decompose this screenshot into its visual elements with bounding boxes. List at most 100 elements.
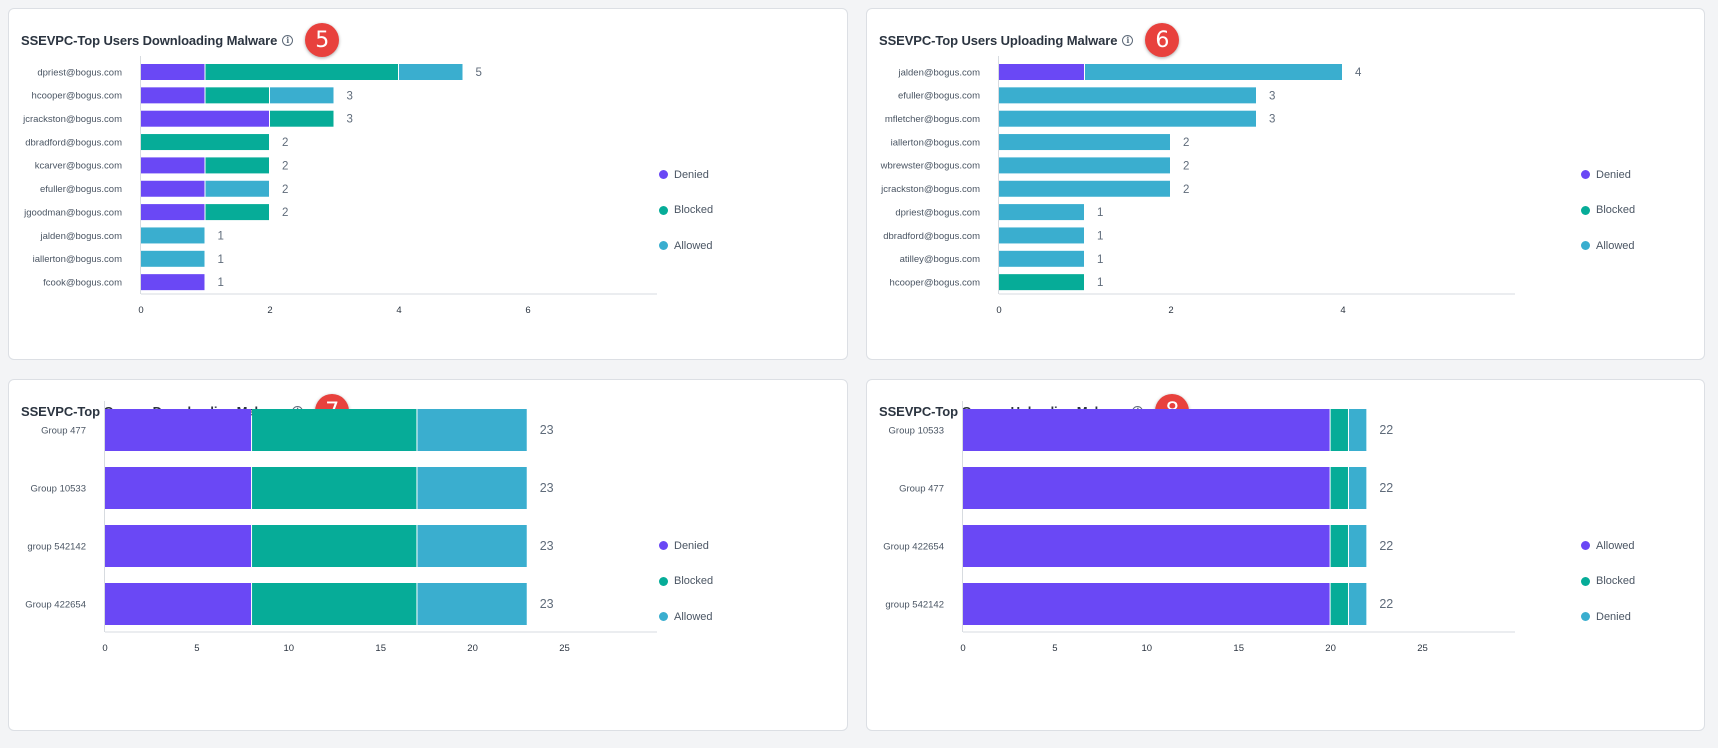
- bar-segment-denied[interactable]: [141, 157, 205, 174]
- bar-segment-blocked[interactable]: [252, 583, 417, 625]
- bar-segment-allowed[interactable]: [963, 525, 1330, 567]
- x-tick-label: 10: [1142, 643, 1153, 654]
- bar-segment-allowed[interactable]: [999, 227, 1084, 244]
- bar-segment-denied[interactable]: [105, 409, 252, 451]
- data-label: 3: [347, 90, 353, 102]
- bar-segment-allowed[interactable]: [999, 110, 1256, 127]
- legend-item-denied[interactable]: Denied: [1581, 157, 1635, 193]
- bar-segment-blocked[interactable]: [1330, 409, 1348, 451]
- data-label: 2: [1183, 137, 1189, 149]
- info-icon[interactable]: i: [1122, 34, 1134, 46]
- legend-label: Allowed: [1596, 239, 1635, 252]
- bar-segment-blocked[interactable]: [205, 64, 399, 80]
- bar-segment-allowed[interactable]: [417, 467, 527, 509]
- bar-segment-denied[interactable]: [141, 204, 205, 221]
- bar-segment-blocked[interactable]: [1330, 467, 1348, 509]
- bar-segment-blocked[interactable]: [999, 274, 1084, 291]
- bar-segment-allowed[interactable]: [417, 409, 527, 451]
- legend-item-blocked[interactable]: Blocked: [659, 193, 713, 229]
- legend-item-allowed[interactable]: Allowed: [1581, 528, 1635, 564]
- category-label: group 542142: [27, 541, 86, 552]
- legend-item-denied[interactable]: Denied: [1581, 599, 1635, 635]
- bar-segment-allowed[interactable]: [963, 583, 1330, 625]
- legend-label: Allowed: [674, 239, 713, 252]
- bar-segment-denied[interactable]: [105, 467, 252, 509]
- legend-dot: [659, 541, 668, 551]
- bar-segment-blocked[interactable]: [270, 110, 334, 127]
- bar-segment-allowed[interactable]: [963, 467, 1330, 509]
- bar-segment-blocked[interactable]: [141, 134, 269, 151]
- bar-segment-blocked[interactable]: [205, 157, 270, 174]
- legend-label: Blocked: [674, 204, 714, 217]
- bar-segment-allowed[interactable]: [417, 525, 527, 567]
- bar-segment-blocked[interactable]: [1330, 525, 1348, 567]
- bar-segment-denied[interactable]: [141, 110, 269, 127]
- bar-segment-denied[interactable]: [141, 64, 205, 80]
- legend-item-allowed[interactable]: Allowed: [659, 228, 713, 264]
- bar-segment-allowed[interactable]: [417, 583, 527, 625]
- x-tick-label: 4: [1340, 305, 1345, 316]
- category-label: fcook@bogus.com: [43, 277, 122, 288]
- legend-item-allowed[interactable]: Allowed: [1581, 228, 1635, 264]
- bar-segment-allowed[interactable]: [999, 250, 1084, 267]
- stacked-bar-chart: Group 477 23 Group 10533 23 group 542142 23 Gr…: [25, 401, 657, 654]
- category-label: jalden@bogus.com: [40, 231, 123, 242]
- legend-label: Denied: [1596, 610, 1631, 623]
- bar-segment-blocked[interactable]: [252, 525, 417, 567]
- legend-item-denied[interactable]: Denied: [659, 157, 713, 193]
- legend-item-blocked[interactable]: Blocked: [659, 564, 713, 600]
- category-label: Group 10533: [889, 425, 944, 436]
- data-label: 23: [540, 423, 554, 437]
- category-label: mfletcher@bogus.com: [885, 114, 980, 125]
- category-label: hcooper@bogus.com: [890, 277, 981, 288]
- bar-segment-blocked[interactable]: [1330, 583, 1348, 625]
- legend-item-denied[interactable]: Denied: [659, 528, 713, 564]
- bar-segment-denied[interactable]: [1348, 525, 1367, 567]
- stacked-bar-chart: dpriest@bogus.com 5 hcooper@bogus.com 3 jcra…: [22, 56, 657, 316]
- info-icon[interactable]: i: [282, 34, 294, 46]
- bar-segment-allowed[interactable]: [963, 409, 1330, 451]
- chart-legend: Denied Blocked Allowed: [659, 528, 713, 635]
- legend-item-blocked[interactable]: Blocked: [1581, 193, 1635, 229]
- panel-header: SSEVPC-Top Users Uploading Malware i 6: [879, 21, 1180, 59]
- bar-segment-denied[interactable]: [999, 64, 1084, 80]
- x-tick-label: 25: [1417, 643, 1428, 654]
- category-label: dpriest@bogus.com: [37, 67, 122, 78]
- panel-top-users-uploading: SSEVPC-Top Users Uploading Malware i 6 j…: [866, 8, 1705, 360]
- bar-segment-allowed[interactable]: [999, 204, 1084, 221]
- bar-segment-denied[interactable]: [105, 583, 252, 625]
- bar-segment-allowed[interactable]: [999, 180, 1170, 197]
- bar-segment-denied[interactable]: [1348, 583, 1367, 625]
- bar-segment-denied[interactable]: [1348, 409, 1367, 451]
- x-tick-label: 0: [102, 643, 107, 654]
- bar-segment-allowed[interactable]: [399, 64, 463, 80]
- bar-segment-allowed[interactable]: [999, 157, 1170, 174]
- bar-segment-denied[interactable]: [141, 274, 205, 291]
- bar-segment-allowed[interactable]: [270, 87, 334, 104]
- stacked-bar-chart: Group 10533 22 Group 477 22 Group 422654 22 gr…: [883, 401, 1515, 654]
- bar-segment-denied[interactable]: [105, 525, 252, 567]
- legend-dot: [659, 241, 668, 251]
- bar-segment-allowed[interactable]: [1085, 64, 1342, 80]
- bar-segment-allowed[interactable]: [205, 180, 270, 197]
- bar-segment-allowed[interactable]: [999, 134, 1170, 151]
- bar-segment-blocked[interactable]: [252, 409, 417, 451]
- bar-segment-denied[interactable]: [141, 180, 205, 197]
- legend-dot: [1581, 241, 1590, 251]
- bar-segment-allowed[interactable]: [141, 250, 205, 267]
- x-tick-label: 6: [525, 305, 530, 316]
- bar-segment-blocked[interactable]: [252, 467, 417, 509]
- legend-item-blocked[interactable]: Blocked: [1581, 564, 1635, 600]
- category-label: hcooper@bogus.com: [32, 91, 123, 102]
- bar-segment-allowed[interactable]: [141, 227, 205, 244]
- x-tick-label: 0: [960, 643, 965, 654]
- bar-segment-blocked[interactable]: [205, 87, 270, 104]
- data-label: 1: [218, 230, 224, 242]
- bar-segment-denied[interactable]: [141, 87, 205, 104]
- legend-label: Denied: [674, 168, 709, 181]
- x-tick-label: 15: [375, 643, 386, 654]
- bar-segment-denied[interactable]: [1348, 467, 1367, 509]
- bar-segment-blocked[interactable]: [205, 204, 270, 221]
- bar-segment-allowed[interactable]: [999, 87, 1256, 104]
- legend-item-allowed[interactable]: Allowed: [659, 599, 713, 635]
